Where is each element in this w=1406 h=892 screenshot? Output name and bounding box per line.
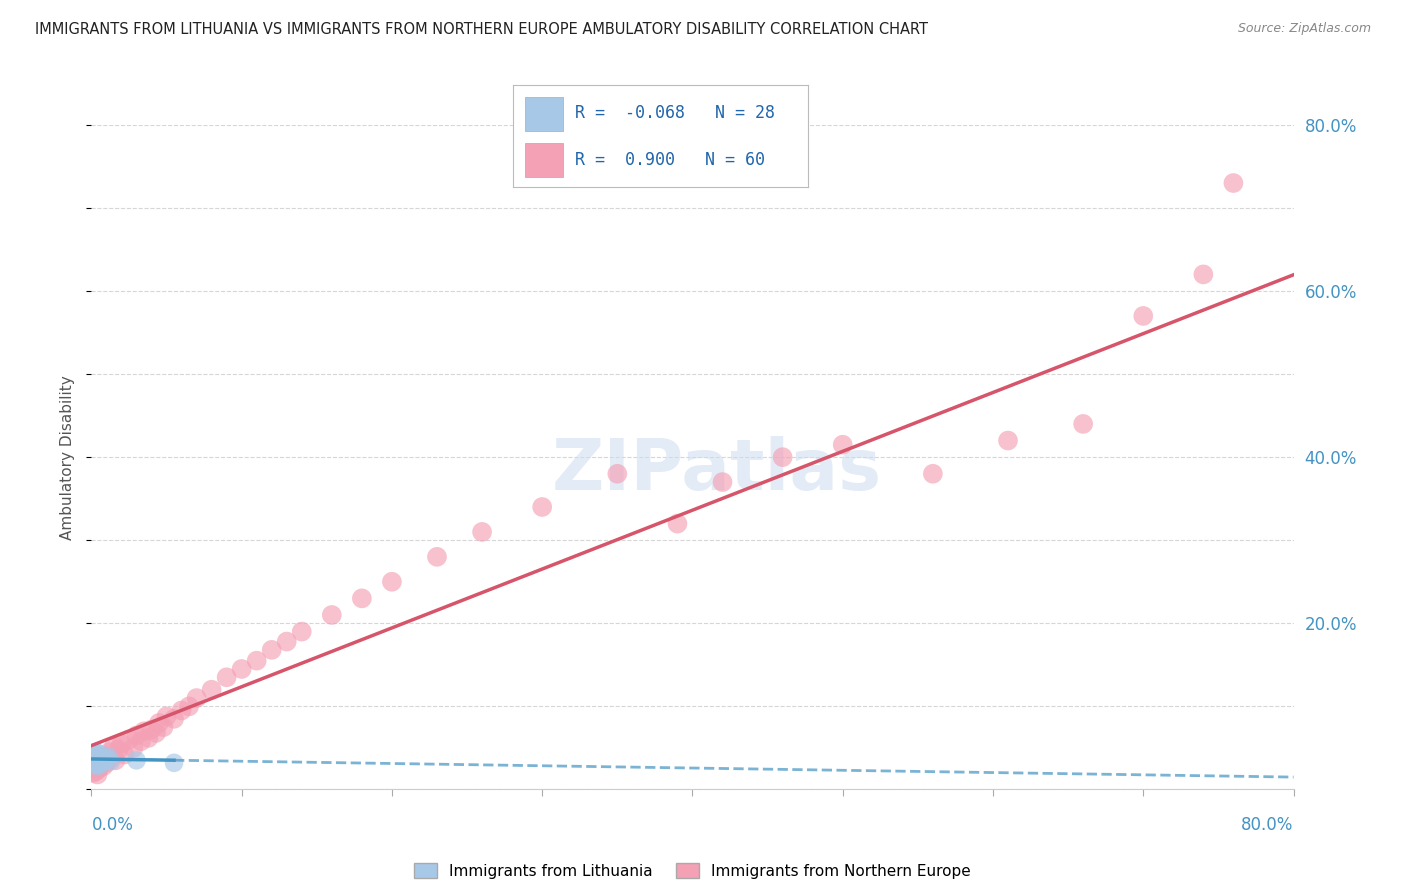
Point <box>186 691 208 706</box>
Point <box>276 634 298 648</box>
Point <box>86 756 108 770</box>
Point <box>1192 268 1215 282</box>
Y-axis label: Ambulatory Disability: Ambulatory Disability <box>60 375 76 540</box>
Point <box>84 759 107 773</box>
Point <box>148 715 170 730</box>
Point <box>84 745 107 759</box>
Point <box>246 654 269 668</box>
Point <box>145 726 167 740</box>
Point <box>138 731 160 745</box>
Point <box>94 751 117 765</box>
Point <box>86 767 108 781</box>
Point <box>1222 176 1244 190</box>
Point <box>93 755 115 769</box>
Point <box>84 748 107 763</box>
Point <box>163 756 186 770</box>
Point <box>83 746 105 760</box>
Point <box>83 757 105 772</box>
Point <box>84 751 107 765</box>
Point <box>89 757 111 772</box>
Point <box>291 624 314 639</box>
Point <box>170 704 193 718</box>
Text: R =  0.900   N = 60: R = 0.900 N = 60 <box>575 151 765 169</box>
Text: R =  -0.068   N = 28: R = -0.068 N = 28 <box>575 104 775 122</box>
Text: Source: ZipAtlas.com: Source: ZipAtlas.com <box>1237 22 1371 36</box>
Point <box>177 699 200 714</box>
Point <box>122 740 145 755</box>
Point <box>163 712 186 726</box>
Point <box>1071 417 1094 431</box>
Bar <box>524 97 564 131</box>
Point <box>87 747 110 761</box>
Point <box>666 516 689 531</box>
Point <box>129 734 152 748</box>
Point <box>100 751 122 765</box>
Point <box>83 756 105 770</box>
Point <box>97 749 120 764</box>
Point <box>772 450 794 465</box>
Point <box>98 745 121 759</box>
Point <box>89 757 111 772</box>
Legend: Immigrants from Lithuania, Immigrants from Northern Europe: Immigrants from Lithuania, Immigrants fr… <box>408 856 977 885</box>
Point <box>94 749 117 764</box>
Point <box>231 662 253 676</box>
Point <box>82 747 104 762</box>
Point <box>82 751 104 765</box>
Point <box>84 764 107 779</box>
Point <box>96 756 118 770</box>
Point <box>260 643 283 657</box>
Point <box>89 751 111 765</box>
Point <box>471 524 494 539</box>
Point <box>83 762 105 776</box>
Point <box>201 682 224 697</box>
Point <box>87 751 110 765</box>
Text: ZIPatlas: ZIPatlas <box>551 436 882 505</box>
Point <box>82 753 104 767</box>
Point <box>107 742 129 756</box>
Point <box>87 752 110 766</box>
Point <box>114 747 136 762</box>
Point <box>215 670 238 684</box>
Point <box>86 749 108 764</box>
Bar <box>524 144 564 177</box>
Point <box>711 475 734 489</box>
Point <box>155 709 177 723</box>
Point <box>606 467 628 481</box>
Point <box>1132 309 1154 323</box>
Point <box>100 754 122 768</box>
Point <box>84 754 107 768</box>
Point <box>96 752 118 766</box>
Point <box>426 549 449 564</box>
Point <box>83 752 105 766</box>
Point <box>86 753 108 767</box>
Point <box>152 720 174 734</box>
Point <box>118 732 141 747</box>
Point <box>104 753 127 767</box>
Point <box>110 737 132 751</box>
Point <box>997 434 1019 448</box>
Point <box>125 753 148 767</box>
Text: IMMIGRANTS FROM LITHUANIA VS IMMIGRANTS FROM NORTHERN EUROPE AMBULATORY DISABILI: IMMIGRANTS FROM LITHUANIA VS IMMIGRANTS … <box>35 22 928 37</box>
Point <box>87 762 110 776</box>
Point <box>84 757 107 772</box>
Point <box>82 765 104 780</box>
Point <box>531 500 554 514</box>
Text: 80.0%: 80.0% <box>1241 816 1294 834</box>
Point <box>132 724 155 739</box>
Point <box>141 723 163 737</box>
Point <box>831 438 853 452</box>
Point <box>125 728 148 742</box>
Point <box>103 739 125 754</box>
Point <box>381 574 404 589</box>
Text: 0.0%: 0.0% <box>91 816 134 834</box>
Point <box>93 759 115 773</box>
Point <box>86 759 108 773</box>
Point <box>350 591 373 606</box>
Point <box>321 607 343 622</box>
Point <box>87 756 110 770</box>
Point <box>83 749 105 764</box>
Point <box>90 753 112 767</box>
Point <box>90 753 112 767</box>
Point <box>922 467 945 481</box>
